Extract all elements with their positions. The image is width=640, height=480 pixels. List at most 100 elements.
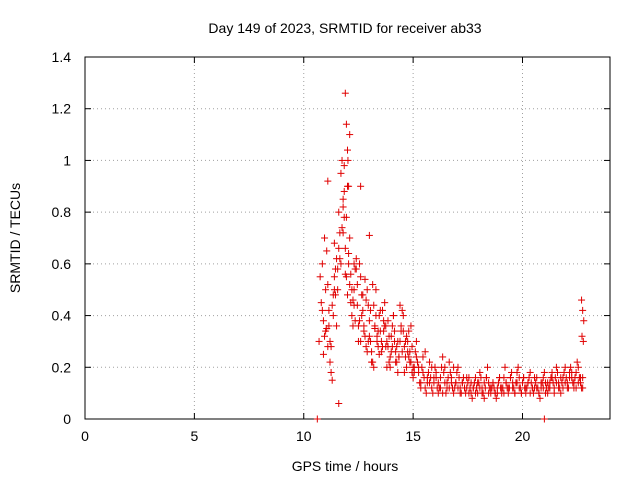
- data-point: [484, 364, 491, 371]
- data-point: [359, 307, 366, 314]
- data-point: [337, 170, 344, 177]
- data-point: [335, 209, 342, 216]
- data-point: [414, 359, 421, 366]
- data-point: [579, 307, 586, 314]
- data-point: [388, 348, 395, 355]
- data-point: [580, 317, 587, 324]
- data-point: [346, 131, 353, 138]
- x-tick-label: 20: [515, 428, 531, 444]
- data-point: [379, 343, 386, 350]
- data-point: [578, 297, 585, 304]
- data-point: [446, 359, 453, 366]
- y-tick-label: 0: [63, 411, 71, 427]
- x-tick-label: 5: [190, 428, 198, 444]
- data-point: [340, 203, 347, 210]
- data-point: [344, 291, 351, 298]
- data-point: [336, 255, 343, 262]
- data-point: [520, 374, 527, 381]
- x-axis-label: GPS time / hours: [292, 458, 399, 474]
- data-point: [317, 273, 324, 280]
- y-tick-label: 0.8: [52, 204, 72, 220]
- data-point: [346, 235, 353, 242]
- y-axis-label: SRMTID / TECUs: [7, 183, 23, 293]
- data-point: [320, 317, 327, 324]
- data-point: [392, 359, 399, 366]
- data-point: [321, 333, 328, 340]
- data-point: [448, 374, 455, 381]
- y-tick-label: 1.4: [52, 49, 72, 65]
- data-point: [359, 291, 366, 298]
- data-point: [343, 121, 350, 128]
- data-point: [345, 250, 352, 257]
- data-point: [541, 369, 548, 376]
- data-points: [314, 90, 587, 423]
- data-point: [329, 302, 336, 309]
- data-point: [329, 377, 336, 384]
- data-point: [580, 338, 587, 345]
- data-point: [476, 369, 483, 376]
- data-point: [567, 364, 574, 371]
- chart-title: Day 149 of 2023, SRMTID for receiver ab3…: [208, 20, 481, 36]
- data-point: [423, 390, 430, 397]
- y-tick-label: 1: [63, 152, 71, 168]
- data-point: [333, 322, 340, 329]
- data-point: [441, 364, 448, 371]
- data-point: [325, 307, 332, 314]
- data-point: [381, 299, 388, 306]
- y-tick-label: 0.2: [52, 359, 72, 375]
- data-point: [331, 273, 338, 280]
- data-point: [345, 183, 352, 190]
- y-tick-labels: 00.20.40.60.811.21.4: [52, 49, 72, 427]
- data-point: [376, 312, 383, 319]
- data-point: [496, 374, 503, 381]
- x-tick-labels: 05101520: [81, 428, 530, 444]
- data-point: [553, 364, 560, 371]
- data-point: [327, 359, 334, 366]
- data-point: [342, 90, 349, 97]
- data-point: [400, 312, 407, 319]
- data-point: [320, 351, 327, 358]
- data-point: [387, 353, 394, 360]
- data-point: [541, 416, 548, 423]
- data-point: [319, 260, 326, 267]
- scatter-chart: 05101520 00.20.40.60.811.21.4 Day 149 of…: [0, 0, 640, 480]
- data-point: [374, 338, 381, 345]
- data-point: [364, 286, 371, 293]
- data-point: [341, 188, 348, 195]
- data-point: [372, 286, 379, 293]
- y-tick-label: 0.6: [52, 256, 72, 272]
- data-point: [413, 353, 420, 360]
- data-point: [413, 338, 420, 345]
- data-point: [335, 400, 342, 407]
- data-point: [450, 364, 457, 371]
- data-point: [330, 312, 337, 319]
- data-point: [439, 353, 446, 360]
- data-point: [394, 369, 401, 376]
- data-point: [323, 247, 330, 254]
- data-point: [551, 390, 558, 397]
- data-point: [324, 178, 331, 185]
- data-point: [366, 317, 373, 324]
- data-point: [316, 338, 323, 345]
- data-point: [417, 379, 424, 386]
- data-point: [364, 348, 371, 355]
- data-point: [328, 343, 335, 350]
- data-point: [335, 245, 342, 252]
- data-point: [410, 374, 417, 381]
- data-point: [406, 359, 413, 366]
- data-point: [354, 281, 361, 288]
- data-point: [344, 157, 351, 164]
- data-point: [357, 183, 364, 190]
- data-point: [366, 232, 373, 239]
- data-point: [381, 322, 388, 329]
- data-point: [537, 395, 544, 402]
- data-point: [337, 260, 344, 267]
- data-point: [314, 416, 321, 423]
- data-point: [419, 369, 426, 376]
- data-point: [348, 312, 355, 319]
- data-point: [331, 240, 338, 247]
- data-point: [355, 322, 362, 329]
- data-point: [360, 328, 367, 335]
- data-point: [342, 245, 349, 252]
- data-point: [579, 333, 586, 340]
